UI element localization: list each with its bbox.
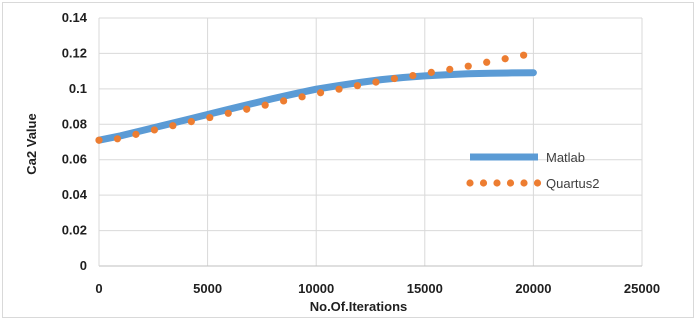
series-point-quartus2 bbox=[483, 58, 491, 66]
x-tick-label: 0 bbox=[95, 281, 102, 296]
tick-labels: 0 0.02 0.04 0.06 0.08 0.1 0.12 0.14 0 5000 10000 15… bbox=[62, 10, 660, 296]
series-point-quartus2 bbox=[446, 65, 454, 73]
series-point-quartus2 bbox=[224, 109, 232, 117]
series-point-quartus2 bbox=[298, 93, 306, 101]
y-axis-title: Ca2 Value bbox=[24, 113, 39, 174]
axes bbox=[98, 18, 642, 267]
y-tick-label: 0.08 bbox=[62, 116, 87, 131]
x-tick-label: 15000 bbox=[407, 281, 443, 296]
series-point-quartus2 bbox=[243, 105, 251, 113]
series-point-quartus2 bbox=[206, 113, 214, 122]
legend-dot bbox=[520, 179, 528, 187]
legend-swatch-quartus2 bbox=[466, 179, 542, 187]
series-point-quartus2 bbox=[372, 78, 380, 86]
y-tick-label: 0.02 bbox=[62, 223, 87, 238]
series-point-quartus2 bbox=[464, 62, 472, 70]
y-tick-label: 0.1 bbox=[69, 81, 87, 96]
x-tick-label: 20000 bbox=[515, 281, 551, 296]
legend-dot bbox=[493, 179, 501, 187]
series-point-quartus2 bbox=[132, 130, 140, 138]
series-point-quartus2 bbox=[316, 89, 325, 97]
series-point-quartus2 bbox=[280, 97, 288, 105]
legend: Matlab Quartus2 bbox=[466, 150, 599, 191]
x-tick-label: 5000 bbox=[193, 281, 222, 296]
x-tick-label: 25000 bbox=[624, 281, 660, 296]
y-tick-label: 0.12 bbox=[62, 45, 87, 60]
series-point-quartus2 bbox=[353, 82, 362, 90]
legend-dot bbox=[466, 179, 474, 187]
y-tick-label: 0.04 bbox=[62, 187, 88, 202]
legend-label-quartus2: Quartus2 bbox=[546, 176, 599, 191]
y-tick-label: 0 bbox=[80, 258, 87, 273]
series-point-quartus2 bbox=[187, 118, 195, 126]
series-point-quartus2 bbox=[390, 74, 398, 83]
series-point-quartus2 bbox=[150, 126, 158, 134]
series-point-quartus2 bbox=[113, 135, 122, 143]
series-point-quartus2 bbox=[261, 101, 269, 109]
legend-label-matlab: Matlab bbox=[546, 150, 585, 165]
series-layer bbox=[95, 51, 537, 144]
legend-dot bbox=[533, 179, 542, 187]
y-tick-label: 0.14 bbox=[62, 10, 88, 25]
y-tick-label: 0.06 bbox=[62, 152, 87, 167]
series-point-quartus2 bbox=[95, 136, 103, 144]
series-point-quartus2 bbox=[335, 85, 343, 93]
series-point-quartus2 bbox=[520, 51, 528, 59]
legend-dot bbox=[479, 179, 488, 187]
gridlines bbox=[99, 17, 643, 266]
series-point-quartus2 bbox=[427, 68, 435, 76]
legend-dot bbox=[506, 179, 515, 187]
series-point-quartus2 bbox=[409, 71, 417, 80]
series-point-quartus2 bbox=[169, 122, 177, 130]
series-point-quartus2 bbox=[501, 55, 509, 63]
x-axis-title: No.Of.Iterations bbox=[310, 299, 408, 314]
x-tick-label: 10000 bbox=[298, 281, 334, 296]
